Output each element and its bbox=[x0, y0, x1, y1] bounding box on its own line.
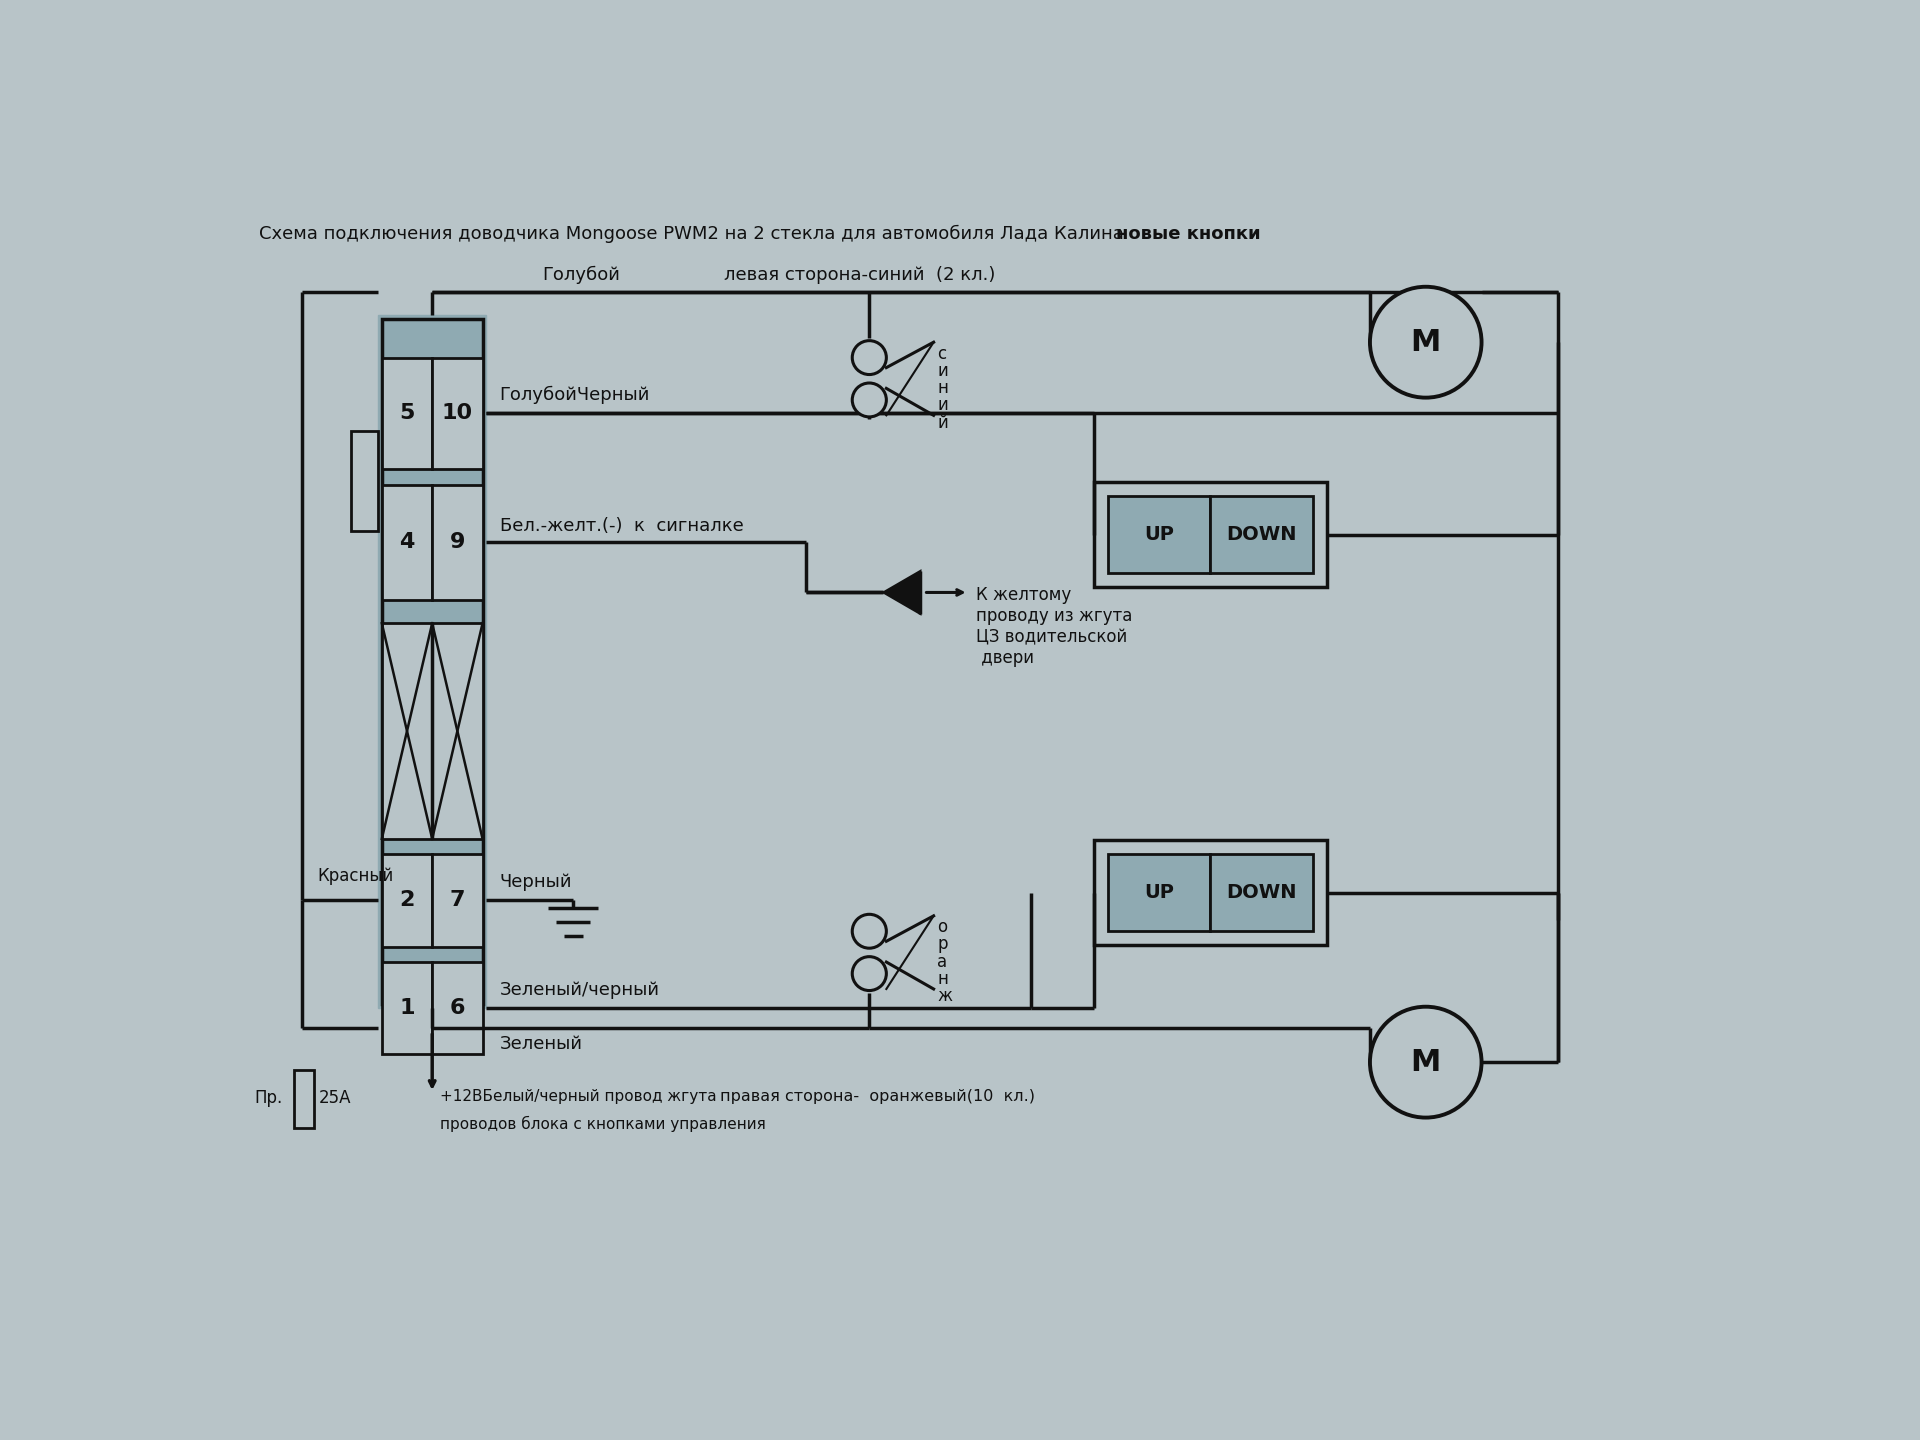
Bar bbox=[1108, 497, 1210, 573]
Text: проводов блока с кнопками управления: проводов блока с кнопками управления bbox=[440, 1116, 766, 1132]
Text: ГолубойЧерный: ГолубойЧерный bbox=[499, 386, 651, 403]
Bar bbox=[1094, 482, 1327, 588]
Text: 6: 6 bbox=[449, 998, 465, 1018]
Circle shape bbox=[1371, 287, 1482, 397]
Text: с
и
н
и
й: с и н и й bbox=[937, 344, 948, 432]
Circle shape bbox=[852, 956, 887, 991]
Text: Зеленый: Зеленый bbox=[499, 1035, 582, 1053]
Bar bbox=[1210, 497, 1313, 573]
Bar bbox=[382, 357, 432, 469]
Bar bbox=[382, 624, 482, 840]
Text: Пр.: Пр. bbox=[253, 1089, 282, 1107]
Text: +12ВБелый/черный провод жгута: +12ВБелый/черный провод жгута bbox=[440, 1089, 716, 1104]
Text: 10: 10 bbox=[442, 403, 472, 423]
Bar bbox=[1094, 841, 1327, 945]
Text: Красный: Красный bbox=[317, 867, 394, 886]
Circle shape bbox=[852, 914, 887, 948]
Bar bbox=[432, 962, 482, 1054]
Text: M: M bbox=[1411, 1048, 1440, 1077]
Text: Бел.-желт.(-)  к  сигналке: Бел.-желт.(-) к сигналке bbox=[499, 517, 743, 534]
Text: DOWN: DOWN bbox=[1227, 883, 1296, 903]
Text: 1: 1 bbox=[399, 998, 415, 1018]
Circle shape bbox=[852, 341, 887, 374]
Text: К желтому
проводу из жгута
ЦЗ водительской
 двери: К желтому проводу из жгута ЦЗ водительск… bbox=[975, 586, 1133, 667]
Bar bbox=[294, 1070, 313, 1128]
Text: 25А: 25А bbox=[319, 1089, 351, 1107]
Text: Схема подключения доводчика Mongoose PWM2 на 2 стекла для автомобиля Лада Калина: Схема подключения доводчика Mongoose PWM… bbox=[259, 225, 1125, 243]
Bar bbox=[382, 854, 432, 946]
Polygon shape bbox=[883, 570, 920, 613]
Bar bbox=[351, 431, 378, 531]
Text: 4: 4 bbox=[399, 533, 415, 553]
Bar bbox=[1108, 854, 1210, 932]
Bar bbox=[382, 485, 432, 600]
Text: о
р
а
н
ж: о р а н ж bbox=[937, 919, 952, 1005]
Text: Голубой: Голубой bbox=[541, 266, 620, 285]
Text: DOWN: DOWN bbox=[1227, 526, 1296, 544]
Text: UP: UP bbox=[1144, 883, 1175, 903]
Text: Зеленый/черный: Зеленый/черный bbox=[499, 981, 660, 999]
Text: левая сторона-синий  (2 кл.): левая сторона-синий (2 кл.) bbox=[724, 266, 996, 285]
Bar bbox=[382, 320, 482, 1004]
Text: 5: 5 bbox=[399, 403, 415, 423]
Text: UP: UP bbox=[1144, 526, 1175, 544]
Bar bbox=[382, 962, 432, 1054]
Bar bbox=[432, 357, 482, 469]
Circle shape bbox=[1371, 1007, 1482, 1117]
Text: 7: 7 bbox=[449, 890, 465, 910]
Text: новые кнопки: новые кнопки bbox=[1116, 225, 1260, 243]
Bar bbox=[378, 315, 486, 1008]
Circle shape bbox=[852, 383, 887, 418]
Text: 9: 9 bbox=[449, 533, 465, 553]
Text: правая сторона-  оранжевый(10  кл.): правая сторона- оранжевый(10 кл.) bbox=[720, 1089, 1035, 1104]
Bar bbox=[432, 854, 482, 946]
Text: M: M bbox=[1411, 328, 1440, 357]
Text: 2: 2 bbox=[399, 890, 415, 910]
Text: Черный: Черный bbox=[499, 873, 572, 891]
Bar bbox=[432, 485, 482, 600]
Bar bbox=[1210, 854, 1313, 932]
